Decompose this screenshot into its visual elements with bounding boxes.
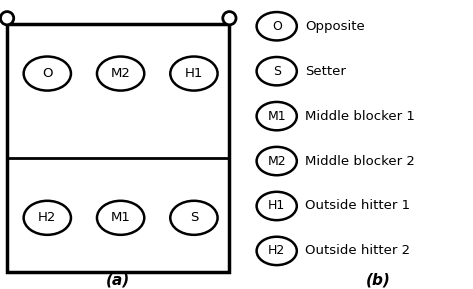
Text: Opposite: Opposite [306, 20, 365, 33]
Text: (b): (b) [366, 273, 391, 288]
Ellipse shape [256, 147, 297, 175]
Text: M1: M1 [111, 211, 131, 224]
Ellipse shape [97, 57, 144, 90]
Text: O: O [42, 67, 53, 80]
Text: O: O [272, 20, 281, 33]
Text: Outside hitter 1: Outside hitter 1 [306, 199, 411, 212]
Ellipse shape [256, 102, 297, 130]
Text: H2: H2 [38, 211, 56, 224]
Text: H1: H1 [268, 199, 285, 212]
Text: Middle blocker 1: Middle blocker 1 [306, 110, 415, 123]
Ellipse shape [256, 192, 297, 220]
Ellipse shape [170, 201, 218, 235]
Text: S: S [273, 65, 280, 78]
Text: M1: M1 [267, 110, 286, 123]
Text: M2: M2 [267, 155, 286, 168]
Text: Setter: Setter [306, 65, 346, 78]
Ellipse shape [97, 201, 144, 235]
Ellipse shape [0, 12, 14, 25]
Text: Middle blocker 2: Middle blocker 2 [306, 155, 415, 168]
Text: M2: M2 [111, 67, 131, 80]
Ellipse shape [256, 237, 297, 265]
Ellipse shape [24, 57, 71, 90]
Text: H2: H2 [268, 244, 285, 257]
Ellipse shape [24, 201, 71, 235]
Text: Outside hitter 2: Outside hitter 2 [306, 244, 411, 257]
Ellipse shape [170, 57, 218, 90]
Ellipse shape [256, 12, 297, 40]
Ellipse shape [256, 57, 297, 85]
Ellipse shape [223, 12, 236, 25]
Text: (a): (a) [106, 273, 131, 288]
Text: S: S [190, 211, 198, 224]
Bar [7, 24, 229, 272]
Text: H1: H1 [185, 67, 203, 80]
